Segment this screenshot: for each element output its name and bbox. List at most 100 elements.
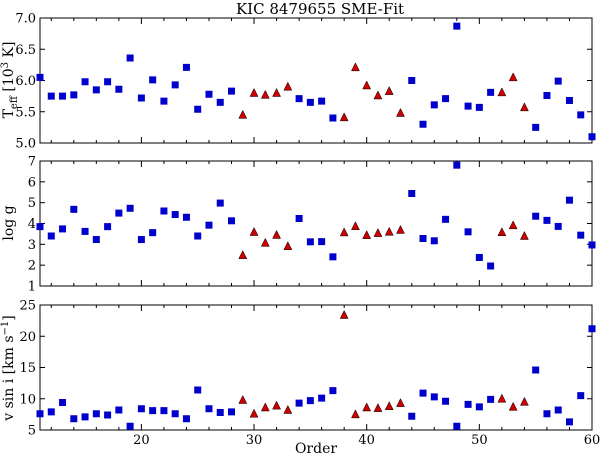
vsini-triangle-point — [238, 394, 248, 404]
logg-square-point — [36, 223, 44, 231]
logg-panel: 1 2 3 4 5 6 7 log g — [1, 155, 596, 295]
vsini-panel-frame — [39, 304, 593, 431]
teff-square-point — [104, 78, 112, 86]
logg-square-point — [306, 238, 314, 246]
teff-square-point — [59, 92, 67, 100]
teff-square-point — [329, 114, 337, 122]
logg-square-point — [532, 212, 540, 220]
teff-ytick-label: 5.0 — [15, 137, 36, 152]
logg-triangle-point — [508, 220, 518, 230]
teff-triangle-point — [339, 112, 349, 122]
teff-square-point — [408, 77, 416, 84]
vsini-square-point — [453, 422, 461, 430]
teff-triangle-point — [396, 107, 405, 117]
vsini-square-point — [464, 400, 472, 408]
vsini-square-point — [588, 325, 596, 333]
logg-square-point — [543, 216, 551, 224]
vsini-square-point — [70, 415, 78, 423]
vsini-triangle-point — [373, 403, 383, 412]
vsini-square-point — [47, 408, 55, 416]
logg-triangle-point — [351, 221, 360, 230]
vsini-triangle-point — [520, 396, 529, 406]
vsini-triangle-point — [351, 409, 360, 419]
logg-triangle-point — [362, 230, 372, 239]
teff-ylabel: Teff [103 K] — [0, 42, 20, 119]
teff-triangle-point — [508, 72, 518, 82]
teff-square-point — [554, 77, 562, 85]
logg-square-point — [160, 207, 168, 215]
vsini-square-point — [92, 410, 100, 418]
teff-square-point — [81, 78, 89, 86]
logg-square-point — [588, 241, 596, 249]
vsini-square-point — [216, 409, 224, 416]
vsini-triangle-point — [508, 401, 518, 411]
teff-triangle-point — [373, 90, 383, 100]
teff-triangle-point — [384, 86, 394, 95]
vsini-square-point — [543, 410, 551, 418]
logg-square-point — [577, 231, 585, 239]
teff-ytick-label: 5.5 — [15, 105, 36, 120]
logg-yticks: 1 2 3 4 5 6 7 — [28, 155, 592, 295]
vsini-square-point — [115, 406, 123, 414]
logg-square-point — [318, 238, 326, 246]
logg-square-point — [565, 196, 573, 204]
teff-square-point — [442, 95, 450, 103]
logg-square-point — [194, 232, 202, 240]
vsini-square-point — [59, 399, 67, 406]
logg-square-point — [149, 229, 157, 237]
teff-square-point — [160, 97, 168, 105]
teff-square-point — [70, 91, 78, 99]
teff-square-point — [318, 97, 326, 105]
logg-ytick-label: 4 — [28, 217, 36, 232]
vsini-square-point — [487, 395, 495, 403]
teff-xticks — [50, 18, 593, 143]
logg-square-point — [59, 225, 67, 233]
vsini-square-point — [532, 366, 540, 374]
teff-square-point — [295, 95, 303, 103]
logg-triangle-point — [497, 227, 507, 236]
teff-square-point — [171, 81, 179, 89]
vsini-square-point — [419, 389, 427, 397]
vsini-xticks: 20 30 40 50 60 — [50, 305, 600, 448]
teff-square-point — [137, 94, 145, 102]
logg-triangle-point — [384, 226, 394, 236]
logg-square-point — [295, 215, 303, 222]
vsini-ylabel: v sin i [km s−1] — [0, 315, 17, 422]
vsini-triangle-point — [339, 309, 349, 319]
logg-ytick-label: 7 — [28, 155, 36, 170]
vsini-triangle-point — [384, 401, 394, 410]
logg-ylabel: log g — [1, 205, 17, 240]
teff-panel: 5.0 5.5 6.0 6.5 7.0 Teff [103 K] — [0, 12, 596, 152]
vsini-triangle-point — [260, 402, 270, 412]
logg-triangle-point — [396, 224, 405, 234]
logg-square-point — [47, 232, 55, 240]
logg-square-point — [92, 236, 100, 244]
vsini-square-point — [475, 403, 483, 411]
teff-ytick-label: 6.0 — [15, 74, 36, 89]
teff-ytick-label: 7.0 — [15, 12, 36, 27]
teff-square-point — [194, 105, 202, 113]
logg-square-point — [453, 161, 461, 169]
teff-square-point — [475, 103, 483, 111]
logg-square-point — [430, 237, 438, 245]
logg-triangle-point — [260, 237, 270, 247]
logg-square-point — [182, 213, 190, 221]
vsini-triangle-point — [362, 402, 372, 412]
logg-triangle-point — [249, 226, 259, 236]
vsini-square-point — [126, 422, 134, 430]
logg-xticks — [50, 161, 593, 286]
vsini-square-point — [36, 410, 44, 418]
vsini-square-point — [182, 415, 190, 423]
teff-square-point — [577, 111, 585, 119]
vsini-square-point — [149, 407, 157, 415]
vsini-square-point — [442, 397, 450, 405]
teff-ytick-label: 6.5 — [15, 43, 36, 58]
teff-square-point — [228, 87, 236, 95]
teff-square-point — [430, 101, 438, 109]
x-tick-label: 30 — [246, 433, 263, 448]
logg-panel-frame — [39, 160, 593, 287]
vsini-ytick-label: 5 — [28, 424, 36, 439]
vsini-square-point — [137, 405, 145, 413]
vsini-triangle-point — [396, 398, 405, 407]
